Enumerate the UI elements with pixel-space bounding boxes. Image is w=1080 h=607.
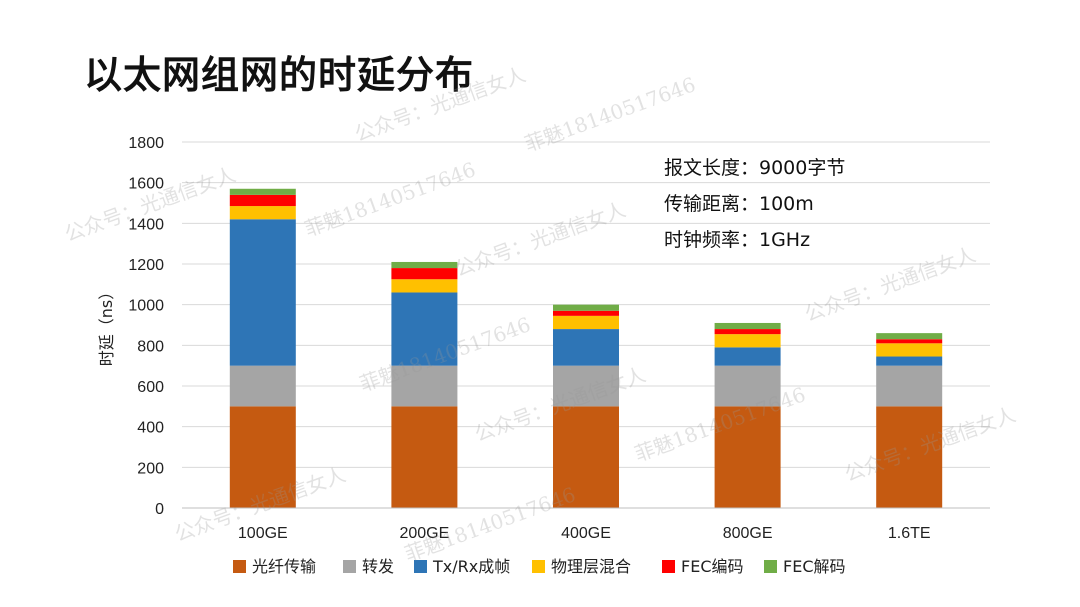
bar-segment	[391, 279, 458, 293]
legend-label: 物理层混合	[551, 557, 631, 576]
bar-segment	[714, 334, 781, 348]
y-axis-label: 时延（ns）	[97, 284, 116, 366]
legend-swatch	[343, 560, 356, 573]
y-tick-label: 0	[155, 501, 164, 518]
legend-swatch	[532, 560, 545, 573]
y-tick-label: 1800	[128, 135, 164, 152]
legend-swatch	[662, 560, 675, 573]
legend-label: FEC编码	[681, 557, 744, 576]
y-tick-label: 800	[137, 338, 164, 355]
bar-segment	[714, 322, 781, 330]
legend-label: 转发	[362, 557, 394, 576]
bar-segment	[876, 343, 943, 357]
bar-segment	[714, 406, 781, 508]
annotation-text: 传输距离：100m	[664, 193, 814, 215]
bar-segment	[876, 356, 943, 366]
bar-segment	[876, 333, 943, 340]
x-tick-label: 800GE	[723, 525, 773, 542]
bar-segment	[229, 406, 296, 508]
bar-segment	[553, 329, 619, 366]
legend-label: 光纤传输	[252, 557, 316, 576]
annotation-text: 报文长度：9000字节	[664, 157, 845, 179]
bar-segment	[714, 365, 781, 407]
legend-label: Tx/Rx成帧	[432, 557, 510, 576]
x-tick-label: 1.6TE	[888, 525, 931, 542]
bar-segment	[553, 365, 619, 407]
y-tick-label: 200	[137, 460, 164, 477]
legend-label: FEC解码	[783, 557, 846, 576]
legend-swatch	[233, 560, 246, 573]
page-title: 以太网组网的时延分布	[84, 53, 475, 97]
bar-segment	[229, 219, 296, 366]
x-tick-label: 200GE	[399, 525, 449, 542]
legend: 光纤传输 转发 Tx/Rx成帧 物理层混合 FEC编码 FEC解码	[233, 557, 846, 576]
bars	[229, 188, 943, 508]
bar-segment	[229, 365, 296, 407]
bar-segment	[714, 347, 781, 366]
y-tick-label: 600	[137, 379, 164, 396]
y-tick-label: 1200	[128, 257, 164, 274]
bar-segment	[553, 315, 619, 330]
bar-segment	[876, 339, 943, 344]
bar-segment	[391, 268, 458, 280]
bar-segment	[229, 194, 296, 207]
bar-segment	[391, 261, 458, 269]
bar-segment	[391, 292, 458, 366]
bar-segment	[876, 406, 943, 508]
y-axis-ticks: 0 200 400 600 800 1000 1200 1400 1600 1800	[128, 135, 164, 518]
bar-segment	[553, 304, 619, 311]
y-tick-label: 1000	[128, 298, 164, 315]
x-tick-label: 400GE	[561, 525, 611, 542]
y-tick-label: 1400	[128, 216, 164, 233]
y-tick-label: 1600	[128, 176, 164, 193]
bar-segment	[553, 310, 619, 316]
x-tick-label: 100GE	[238, 525, 288, 542]
legend-swatch	[414, 560, 427, 573]
legend-swatch	[764, 560, 777, 573]
bar-segment	[876, 365, 943, 407]
bar-segment	[391, 365, 458, 407]
bar-segment	[229, 188, 296, 195]
bar-segment	[553, 406, 619, 508]
bar-segment	[229, 206, 296, 220]
y-tick-label: 400	[137, 420, 164, 437]
bar-segment	[391, 406, 458, 508]
x-axis-ticks: 100GE 200GE 400GE 800GE 1.6TE	[238, 525, 931, 542]
bar-segment	[714, 329, 781, 335]
annotation-text: 时钟频率：1GHz	[664, 229, 810, 251]
